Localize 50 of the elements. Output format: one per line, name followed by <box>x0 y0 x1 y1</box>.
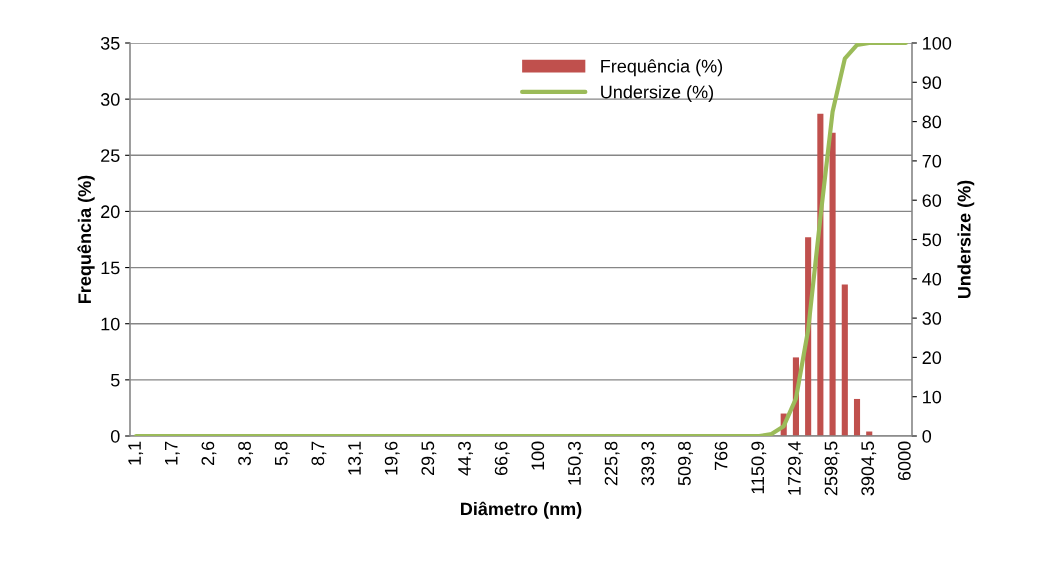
x-tick-label: 509,8 <box>678 441 693 486</box>
y-tick-label: 15 <box>101 261 120 275</box>
y-tick-label: 0 <box>110 429 120 443</box>
y2-tick-label: 100 <box>923 36 952 50</box>
x-tick-label: 1,7 <box>165 441 180 465</box>
y2-tick-label: 0 <box>922 429 932 443</box>
x-tick-label: 19,6 <box>384 441 400 475</box>
x-tick-label: 1,1 <box>128 441 144 465</box>
x-tick-label: 8,7 <box>311 441 327 466</box>
legend-label: Frequência (%) <box>601 59 723 77</box>
y2-tick-label: 80 <box>922 115 942 129</box>
y2-tick-label: 70 <box>922 154 942 168</box>
x-tick-label: 1729,4 <box>787 441 803 495</box>
y-tick-label: 25 <box>101 149 120 163</box>
y-tick-label: 30 <box>100 93 120 106</box>
x-tick-label: 2598,5 <box>824 441 840 496</box>
bar <box>841 284 848 436</box>
x-tick-label: 150,3 <box>568 441 583 485</box>
x-tick-label: 29,5 <box>421 441 437 476</box>
y2-tick-label: 30 <box>922 312 942 325</box>
x-tick-label: 2,6 <box>201 441 217 466</box>
x-tick-label: 1150,9 <box>751 441 767 494</box>
y2-tick-label: 10 <box>923 390 942 404</box>
legend-label: Undersize (%) <box>601 85 714 102</box>
x-tick-label: 6000 <box>897 441 911 481</box>
x-tick-label: 13,1 <box>348 441 364 475</box>
x-tick-label: 44,3 <box>458 441 473 476</box>
y-axis-title: Frequência (%) <box>77 175 95 303</box>
y2-axis-title: Undersize (%) <box>957 180 975 299</box>
x-tick-label: 339,3 <box>641 441 657 486</box>
x-tick-label: 3904,5 <box>861 441 877 496</box>
line-series <box>134 43 908 436</box>
y2-tick-label: 40 <box>922 272 942 286</box>
y2-tick-label: 50 <box>922 233 942 247</box>
y2-tick-label: 90 <box>922 76 942 90</box>
x-tick-label: 66,6 <box>494 441 510 476</box>
x-tick-label: 5,8 <box>274 441 290 466</box>
x-axis-title: Diâmetro (nm) <box>461 501 582 519</box>
bar <box>829 132 836 436</box>
x-tick-label: 3,8 <box>238 441 254 466</box>
y-tick-label: 10 <box>101 317 120 331</box>
bar <box>853 398 861 436</box>
y-tick-label: 5 <box>110 373 120 387</box>
x-tick-label: 225,8 <box>604 441 620 486</box>
y2-tick-label: 60 <box>922 194 942 207</box>
y2-tick-label: 20 <box>922 351 942 365</box>
x-tick-label: 766 <box>714 441 728 471</box>
y-tick-label: 35 <box>100 36 120 50</box>
y-tick-label: 20 <box>101 205 120 219</box>
x-tick-label: 100 <box>531 441 545 470</box>
